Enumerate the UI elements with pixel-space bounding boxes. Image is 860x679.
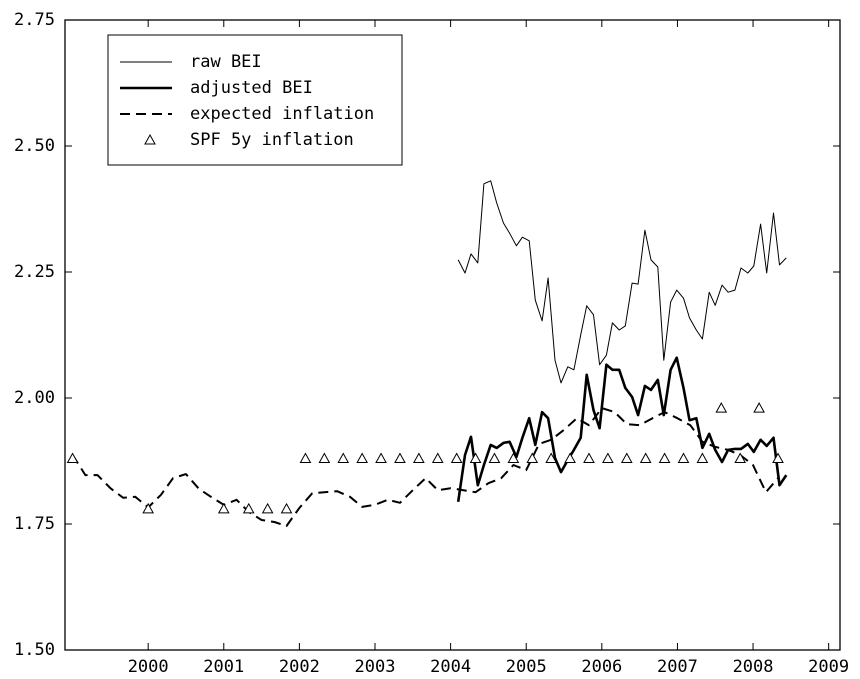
spf-marker [696,452,709,463]
y-tick-label: 2.00 [14,388,55,408]
spf-marker [772,452,784,463]
y-tick-label: 2.75 [14,10,55,30]
spf-marker [66,452,79,463]
spf-marker [583,452,595,463]
y-tick-label: 2.25 [14,262,55,282]
spf-marker [261,502,274,514]
spf-marker [469,452,482,463]
spf-marker [488,452,501,463]
spf-marker [677,452,690,463]
x-tick-label: 2000 [128,657,169,677]
legend-box [107,34,403,166]
legend-label: raw BEI [190,52,262,72]
spf-marker [356,452,368,463]
plot-frame [64,19,841,651]
legend-label: expected inflation [190,104,374,124]
spf-marker [450,452,463,463]
spf-marker [658,452,671,463]
spf-marker [507,452,520,463]
spf-marker [394,452,406,463]
x-tick-label: 2003 [355,657,396,677]
spf-marker [545,452,558,463]
spf-marker [280,502,293,514]
x-tick-label: 2007 [657,657,698,677]
spf-marker [564,452,576,463]
spf-marker [602,452,614,463]
spf-marker [142,502,155,514]
spf-marker [375,452,387,463]
spf-marker [620,452,633,463]
spf-marker [299,452,312,463]
spf-marker [734,452,747,463]
spf-marker [753,402,765,413]
x-tick-label: 2001 [203,657,244,677]
spf-marker [639,452,652,463]
x-tick-label: 2002 [279,657,320,677]
spf-marker [242,502,255,514]
spf-marker [526,452,539,463]
x-tick-label: 2009 [808,657,849,677]
y-tick-label: 1.75 [14,514,55,534]
spf-marker [337,452,350,463]
x-tick-label: 2006 [581,657,622,677]
y-tick-label: 2.50 [14,136,55,156]
legend-label: adjusted BEI [190,78,313,98]
x-tick-label: 2004 [430,657,471,677]
spf-marker [217,502,230,514]
x-tick-label: 2008 [733,657,774,677]
legend-marker [144,133,156,145]
series-line [71,407,779,527]
series-line [457,180,787,384]
spf-marker [715,402,728,413]
y-tick-label: 1.50 [14,640,55,660]
spf-marker [413,452,425,463]
spf-marker [318,452,331,463]
spf-marker [431,452,444,463]
x-tick-label: 2005 [506,657,547,677]
legend-label: SPF 5y inflation [190,130,354,150]
series-line [456,356,788,502]
